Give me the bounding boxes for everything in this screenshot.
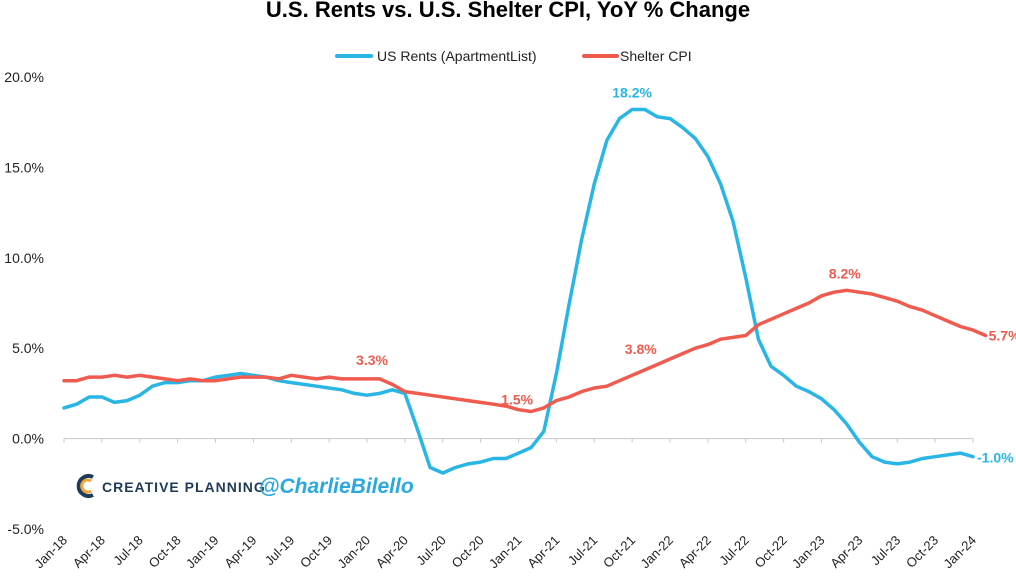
data-label: -1.0% — [977, 450, 1014, 466]
creative-planning-logo-icon — [76, 474, 94, 498]
x-tick-label: Apr-21 — [524, 533, 562, 571]
y-tick-label: -5.0% — [7, 521, 44, 537]
x-tick-label: Apr-20 — [373, 533, 411, 571]
branding: CREATIVE PLANNING @CharlieBilello — [76, 474, 414, 498]
x-tick-label: Jul-20 — [413, 533, 449, 569]
chart-title: U.S. Rents vs. U.S. Shelter CPI, YoY % C… — [266, 0, 750, 22]
data-label: 3.8% — [625, 341, 657, 357]
legend-label-shelter: Shelter CPI — [620, 48, 692, 64]
x-tick-label: Oct-19 — [297, 533, 335, 571]
series-line-shelter — [62, 288, 988, 414]
x-tick-label: Jan-20 — [334, 533, 373, 572]
x-tick-label: Apr-23 — [827, 533, 865, 571]
data-label: 18.2% — [612, 85, 652, 101]
x-tick-label: Oct-20 — [449, 533, 487, 571]
x-tick-label: Oct-21 — [600, 533, 638, 571]
x-tick-label: Oct-22 — [752, 533, 790, 571]
x-tick-label: Apr-19 — [221, 533, 259, 571]
x-tick-label: Jan-21 — [486, 533, 525, 572]
y-tick-label: 5.0% — [12, 340, 44, 356]
data-label: 3.3% — [356, 352, 388, 368]
y-tick-label: 15.0% — [4, 159, 44, 175]
x-tick-label: Jan-22 — [637, 533, 676, 572]
x-tick-label: Apr-22 — [676, 533, 714, 571]
series-line-rents — [62, 107, 975, 475]
x-tick-label: Apr-18 — [70, 533, 108, 571]
x-tick-label: Jan-19 — [183, 533, 222, 572]
brand-logo-text: CREATIVE PLANNING — [102, 479, 266, 495]
x-tick-label: Jan-23 — [789, 533, 828, 572]
x-tick-label: Oct-18 — [146, 533, 184, 571]
series-lines — [62, 107, 988, 475]
x-tick-label: Jul-19 — [262, 533, 298, 569]
legend: US Rents (ApartmentList) Shelter CPI — [335, 48, 692, 64]
legend-label-rents: US Rents (ApartmentList) — [377, 48, 537, 64]
x-tick-label: Jan-24 — [940, 533, 979, 572]
y-tick-label: 20.0% — [4, 69, 44, 85]
x-tick-label: Jul-22 — [716, 533, 752, 569]
data-label: 8.2% — [829, 265, 861, 281]
x-tick-label: Jul-23 — [868, 533, 904, 569]
data-label: 1.5% — [501, 391, 533, 407]
x-tick-label: Oct-23 — [903, 533, 941, 571]
data-label: 5.7% — [989, 328, 1016, 344]
y-tick-label: 10.0% — [4, 250, 44, 266]
twitter-handle: @CharlieBilello — [259, 475, 414, 498]
x-tick-label: Jul-18 — [110, 533, 146, 569]
y-tick-label: 0.0% — [12, 431, 44, 447]
data-labels: 18.2% -1.0% 3.3% 1.5% 3.8% 8.2% 5.7% — [356, 85, 1016, 466]
x-tick-label: Jul-21 — [565, 533, 601, 569]
y-axis: -5.0% 0.0% 5.0% 10.0% 15.0% 20.0% — [4, 69, 44, 537]
x-tick-label: Jan-18 — [31, 533, 70, 572]
